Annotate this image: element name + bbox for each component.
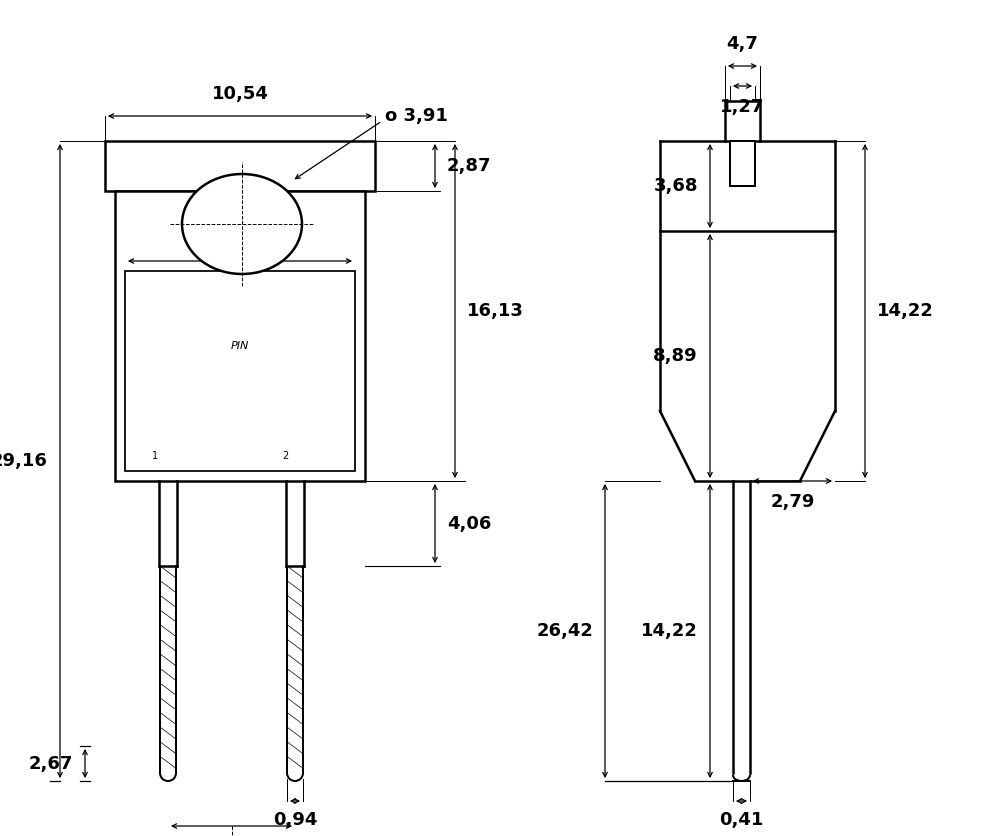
Text: 26,42: 26,42 — [536, 622, 593, 640]
Text: 2,87: 2,87 — [447, 157, 492, 175]
Text: 1: 1 — [152, 451, 158, 461]
Bar — [105, 141, 375, 191]
Text: 14,22: 14,22 — [877, 302, 934, 320]
Text: 4,06: 4,06 — [447, 514, 491, 533]
Text: 14,22: 14,22 — [641, 622, 698, 640]
Bar — [730, 141, 755, 186]
Bar — [115, 191, 365, 481]
Text: 4,7: 4,7 — [727, 35, 758, 53]
Text: 16,13: 16,13 — [467, 302, 524, 320]
Ellipse shape — [182, 174, 302, 274]
Text: 29,16: 29,16 — [0, 452, 48, 470]
Text: 0,41: 0,41 — [719, 811, 764, 829]
Text: 1,27: 1,27 — [720, 98, 765, 116]
Text: 10,54: 10,54 — [212, 85, 268, 103]
Text: 8,89: 8,89 — [653, 347, 698, 365]
Text: 2,79: 2,79 — [770, 493, 815, 511]
Text: 3,68: 3,68 — [654, 177, 698, 195]
Text: 0,94: 0,94 — [273, 811, 317, 829]
Text: 2,67: 2,67 — [29, 755, 73, 772]
Bar — [125, 271, 355, 471]
Text: 10,41: 10,41 — [212, 230, 268, 248]
Text: 2: 2 — [282, 451, 288, 461]
Text: o 3,91: o 3,91 — [385, 107, 448, 125]
Text: PIN: PIN — [231, 341, 249, 351]
